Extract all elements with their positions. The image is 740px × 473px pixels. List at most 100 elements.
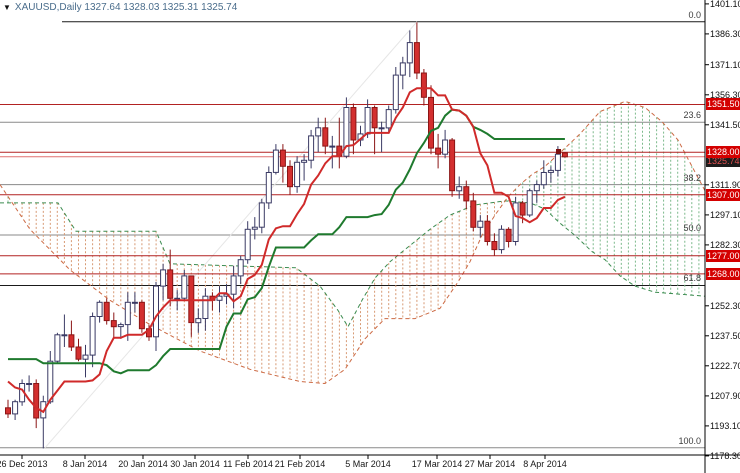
candle-body xyxy=(371,107,378,129)
candle-body xyxy=(385,109,392,129)
candle-body xyxy=(540,172,547,186)
candle-body xyxy=(442,139,449,155)
fibonacci-lines xyxy=(0,21,705,449)
price-level-lines xyxy=(0,104,705,275)
fib-level-label: 50.0 xyxy=(683,222,701,233)
candle-body xyxy=(308,135,315,161)
price-level-badge: 1307.00 xyxy=(706,188,740,201)
candle-body xyxy=(491,241,498,251)
candle-body xyxy=(456,186,463,192)
candle-body xyxy=(343,107,350,157)
price-tick-label: 1178.30 xyxy=(710,450,740,461)
candle-body xyxy=(554,153,561,171)
candle-body xyxy=(399,62,406,76)
candle-body xyxy=(364,107,371,135)
date-tick-label: 21 Feb 2014 xyxy=(274,459,326,469)
candle-body xyxy=(265,172,272,204)
fib-level-label: 23.6 xyxy=(683,110,701,121)
price-tick-label: 1237.50 xyxy=(710,330,740,341)
axis-tick-marks xyxy=(21,3,709,459)
candle-body xyxy=(498,228,505,251)
price-level-badge: 1268.00 xyxy=(706,267,740,280)
fib-trendline xyxy=(44,21,418,449)
candle-body xyxy=(378,127,385,130)
price-tick-label: 1282.30 xyxy=(710,239,740,250)
fib-level-label: 100.0 xyxy=(678,435,701,446)
candle-body xyxy=(413,42,420,74)
candle-body xyxy=(124,301,131,326)
senkou-span-b-line xyxy=(0,100,705,385)
price-tick-label: 1371.10 xyxy=(710,59,740,70)
candle-body xyxy=(103,301,110,322)
candle-body xyxy=(181,275,188,299)
candle-body xyxy=(533,184,540,192)
candle-body xyxy=(26,383,33,385)
fib-level-label: 0.0 xyxy=(688,9,701,20)
candle-body xyxy=(279,149,286,167)
candle-body xyxy=(519,202,526,216)
candle-body xyxy=(167,269,174,299)
candle-body xyxy=(12,401,19,415)
candle-body xyxy=(230,275,237,295)
candle-body xyxy=(33,383,40,419)
date-tick-label: 20 Jan 2014 xyxy=(118,459,168,469)
candle-body xyxy=(449,139,456,192)
candle-body xyxy=(484,220,491,242)
date-tick-label: 11 Feb 2014 xyxy=(223,459,273,469)
candle-body xyxy=(329,145,336,148)
date-tick-label: 8 Apr 2014 xyxy=(523,459,567,469)
candle-body xyxy=(117,324,124,328)
candle-body xyxy=(505,228,512,243)
date-tick-label: 17 Mar 2014 xyxy=(411,459,463,469)
candle-body xyxy=(258,202,265,228)
symbol-dropdown-icon[interactable]: ▼ xyxy=(3,3,11,12)
candle-body xyxy=(287,165,293,188)
fib-level-label: 38.2 xyxy=(683,172,701,183)
candle-body xyxy=(47,360,54,403)
candle-body xyxy=(294,161,301,188)
candle-body xyxy=(350,107,357,141)
price-tick-label: 1252.30 xyxy=(710,300,740,311)
price-tick-label: 1297.10 xyxy=(710,209,740,220)
candle-body xyxy=(526,190,533,216)
date-tick-label: 8 Jan 2014 xyxy=(62,459,108,469)
fib-level-label: 61.8 xyxy=(683,273,701,284)
candle-body xyxy=(138,301,145,330)
price-tick-label: 1341.50 xyxy=(710,119,740,130)
candle-body xyxy=(202,295,209,320)
price-level-badge: 1328.00 xyxy=(706,146,740,159)
candle-body xyxy=(160,269,167,287)
candle-body xyxy=(477,220,484,228)
price-level-badge: 1351.50 xyxy=(706,98,740,111)
candle-body xyxy=(89,316,96,356)
candle-body xyxy=(420,72,427,98)
order-marker xyxy=(556,149,561,154)
price-tick-label: 1311.90 xyxy=(710,179,740,190)
plot-area xyxy=(0,21,705,449)
tenkan-sen-line xyxy=(7,87,566,414)
candle-body xyxy=(315,127,322,137)
price-tick-label: 1193.10 xyxy=(710,420,740,431)
candle-body xyxy=(322,127,329,147)
candle-body xyxy=(195,318,202,324)
candle-body xyxy=(82,354,89,360)
senkou-span-a-line xyxy=(0,200,705,328)
candle-body xyxy=(547,169,554,173)
candle-body xyxy=(301,159,308,163)
candle-body xyxy=(428,96,434,149)
candle-body xyxy=(5,407,11,415)
candle-body xyxy=(406,42,413,64)
candle-body xyxy=(272,149,279,173)
candle-body xyxy=(96,301,103,317)
candle-body xyxy=(216,295,223,301)
candle-body xyxy=(470,200,477,228)
date-tick-label: 5 Mar 2014 xyxy=(345,459,391,469)
symbol-ohlc-text: XAUUSD,Daily 1327.64 1328.03 1325.31 132… xyxy=(14,2,238,13)
price-tick-label: 1386.30 xyxy=(710,28,740,39)
symbol-header: ▼ XAUUSD,Daily 1327.64 1328.03 1325.31 13… xyxy=(3,2,237,13)
price-level-badge: 1277.00 xyxy=(706,249,740,262)
date-tick-label: 30 Jan 2014 xyxy=(170,459,220,469)
candle-body xyxy=(237,259,244,277)
